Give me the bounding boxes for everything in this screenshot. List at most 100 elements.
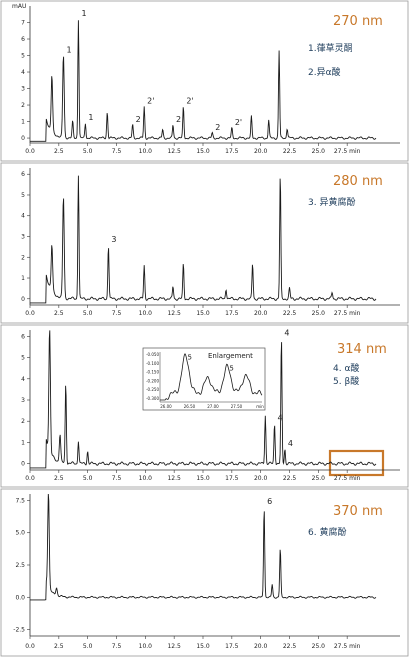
- y-tick-label: 7.5: [15, 497, 25, 504]
- x-tick-label: 10.0: [139, 148, 153, 155]
- x-tick-label: 0.0: [25, 310, 35, 317]
- y-tick-label: 1: [21, 439, 25, 446]
- x-tick-label: 0.0: [25, 643, 35, 650]
- inset-y-tick-label: -0.250: [146, 387, 159, 392]
- legend-entry: 4. α酸: [333, 363, 359, 374]
- peak-label: 2: [176, 115, 181, 124]
- y-tick-label: 6: [21, 36, 25, 43]
- x-tick-label: 22.5: [283, 310, 297, 317]
- x-tick-label: 10.0: [139, 643, 153, 650]
- x-tick-label: 15.0: [196, 310, 210, 317]
- y-tick-label: 4: [21, 213, 25, 220]
- peak-label: 2': [186, 97, 193, 106]
- chart-370nm: 370 nm 6. 黄腐酚 -2.5 0.0 2.5 5.0 7.5 0.0 2.5 5.0 7…: [13, 493, 400, 650]
- x-tick-label: 20.0: [254, 310, 268, 317]
- peak-label: 1: [81, 9, 86, 18]
- y-tick-label: 0: [21, 135, 25, 142]
- x-tick-label: 5.0: [83, 475, 93, 482]
- legend-entry: 1.葎草灵酮: [308, 42, 353, 54]
- x-tick-label: 2.5: [54, 643, 64, 650]
- x-tick-label: 15.0: [196, 148, 210, 155]
- x-tick-label: 7.5: [112, 148, 122, 155]
- y-tick-label: 1: [21, 275, 25, 282]
- y-tick-label: 3: [21, 234, 25, 241]
- x-tick-label: 15.0: [196, 643, 210, 650]
- y-tick-label: 6: [21, 171, 25, 178]
- peak-label: 6: [267, 497, 272, 506]
- x-tick-label: 12.5: [167, 310, 181, 317]
- y-tick-label: 3: [21, 397, 25, 404]
- y-tick-label: 5.0: [15, 530, 25, 537]
- inset-trace: [160, 353, 263, 401]
- peak-label: 4: [284, 328, 289, 337]
- x-tick-label: 22.5: [283, 643, 297, 650]
- y-tick-label: 7: [21, 20, 25, 27]
- y-tick-label: 4: [21, 69, 25, 76]
- x-tick-label: 25.0: [312, 148, 326, 155]
- x-tick-label: 5.0: [83, 148, 93, 155]
- chart-280nm: 280 nm 3. 异黄腐酚 0 1 2 3 4 5 6 0.0 2.5 5.0 7.5 10.0 12…: [21, 168, 400, 317]
- inset-peak-label: 5: [188, 354, 192, 362]
- x-tick-label: 7.5: [112, 310, 122, 317]
- x-tick-label: 17.5: [225, 643, 239, 650]
- y-tick-label: 2.5: [15, 562, 25, 569]
- y-tick-label: 5: [21, 53, 25, 60]
- x-tick-label: 10.0: [139, 310, 153, 317]
- y-tick-label: 0: [21, 296, 25, 303]
- inset-x-tick-label: 26.00: [160, 404, 172, 409]
- legend-entry: 3. 异黄腐酚: [308, 196, 355, 208]
- y-tick-label: 0: [21, 461, 25, 468]
- y-tick-label: 0.0: [15, 594, 25, 601]
- chromatogram-trace: [30, 175, 377, 304]
- y-tick-label: 2: [21, 418, 25, 425]
- y-tick-label: 4: [21, 376, 25, 383]
- y-tick-label: 1: [21, 119, 25, 126]
- x-tick-label: 25.0: [312, 643, 326, 650]
- x-tick-label: 7.5: [112, 475, 122, 482]
- x-tick-label: 27.5 min: [334, 475, 361, 482]
- peak-label: 2: [136, 115, 141, 124]
- x-tick-label: 7.5: [112, 643, 122, 650]
- chromatogram-trace: [30, 493, 377, 601]
- x-tick-label: 0.0: [25, 475, 35, 482]
- y-unit-label: mAU: [12, 3, 26, 10]
- inset-title: Enlargement: [208, 352, 253, 360]
- x-tick-label: 22.5: [283, 148, 297, 155]
- x-tick-label: 12.5: [167, 148, 181, 155]
- chart-270nm: mAU 270 nm 1.葎草灵酮 2.异α酸 0 1 2 3 4 5 6 7 0.0 2.5 5.…: [12, 3, 400, 155]
- enlargement-inset: Enlargement -0.050 -0.100 -0.150 -0.200 -0.2…: [142, 347, 266, 411]
- y-tick-label: 2: [21, 254, 25, 261]
- peak-label: 4: [288, 439, 293, 448]
- legend-entry: 5. β酸: [333, 376, 359, 387]
- y-tick-label: 6: [21, 333, 25, 340]
- inset-x-tick-label: 27.00: [207, 404, 219, 409]
- y-tick-label: 5: [21, 355, 25, 362]
- x-tick-label: 25.0: [312, 475, 326, 482]
- wavelength-label: 270 nm: [333, 14, 383, 29]
- chromatogram-trace: [30, 330, 377, 469]
- peak-label: 2': [235, 118, 242, 127]
- inset-y-tick-label: -0.150: [146, 370, 159, 375]
- wavelength-label: 280 nm: [333, 174, 383, 189]
- chromatogram-trace: [30, 20, 377, 142]
- panel-270nm-frame: [0, 0, 409, 162]
- inset-y-tick-label: -0.100: [146, 361, 159, 366]
- x-tick-label: 27.5 min: [334, 310, 361, 317]
- x-tick-label: 12.5: [167, 475, 181, 482]
- x-tick-label: 0.0: [25, 148, 35, 155]
- y-tick-label: 5: [21, 192, 25, 199]
- x-tick-label: 27.5 min: [334, 148, 361, 155]
- peak-label: 4: [278, 413, 283, 422]
- panel-314nm-frame: [0, 324, 409, 488]
- legend-entry: 2.异α酸: [308, 67, 341, 78]
- y-tick-label: 3: [21, 86, 25, 93]
- x-tick-label: 17.5: [225, 475, 239, 482]
- panel-370nm-frame: [0, 488, 409, 657]
- x-tick-label: 15.0: [196, 475, 210, 482]
- peak-label: 1: [88, 113, 93, 122]
- x-tick-label: 2.5: [54, 148, 64, 155]
- chart-314nm: 314 nm 4. α酸 5. β酸 Enlargement -0.050 -0.…: [21, 328, 400, 482]
- y-tick-label: 2: [21, 102, 25, 109]
- x-tick-label: 22.5: [283, 475, 297, 482]
